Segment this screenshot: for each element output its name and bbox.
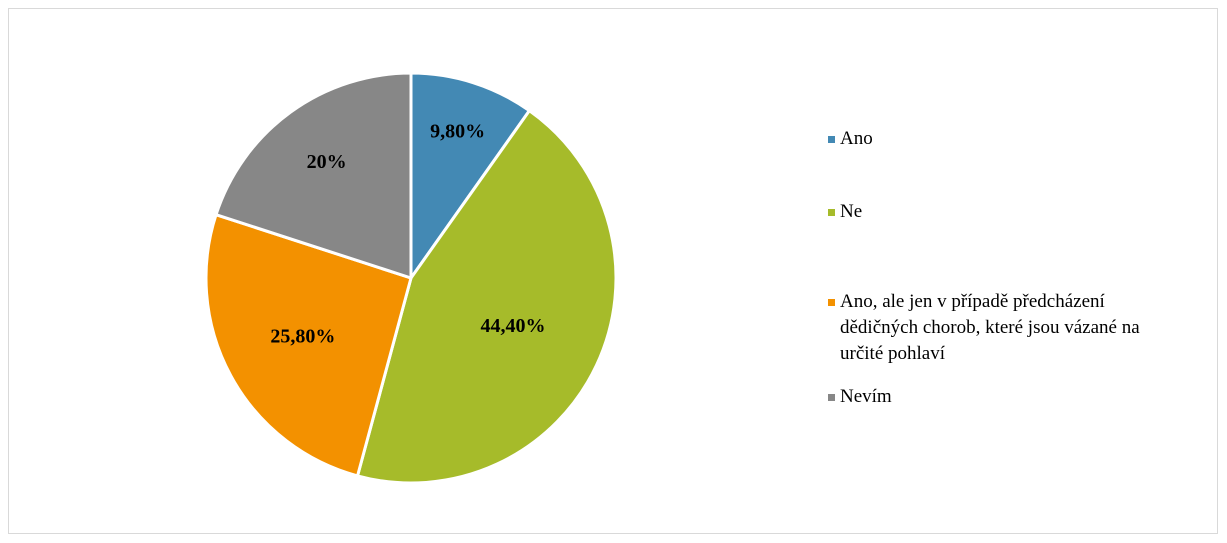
legend-item-ano: Ano — [828, 126, 1180, 152]
legend-label-nevim: Nevím — [840, 386, 892, 407]
slice-ne-label: 44,40% — [481, 315, 546, 337]
slice-ano-ale — [204, 213, 413, 478]
legend-label-ano: Ano — [840, 128, 873, 149]
legend-item-nevim: Nevím — [828, 384, 1180, 410]
slice-nevim-label: 20% — [307, 151, 347, 173]
slice-ano-label: 9,80% — [430, 120, 485, 142]
legend-swatch-nevim — [828, 394, 835, 401]
legend-label-ano-ale: Ano, ale jen v případě předcházení dědič… — [840, 291, 1140, 364]
legend-item-ne: Ne — [828, 199, 1180, 225]
slice-ano-ale-label: 25,80% — [270, 326, 335, 348]
legend-item-ano-ale: Ano, ale jen v případě předcházení dědič… — [828, 289, 1180, 367]
slice-ne — [356, 109, 618, 485]
slice-ano — [409, 71, 531, 280]
slice-nevim — [214, 71, 413, 280]
legend-swatch-ano-ale — [828, 299, 835, 306]
legend-swatch-ano — [828, 136, 835, 143]
legend-label-ne: Ne — [840, 201, 863, 222]
legend-swatch-ne — [828, 209, 835, 216]
